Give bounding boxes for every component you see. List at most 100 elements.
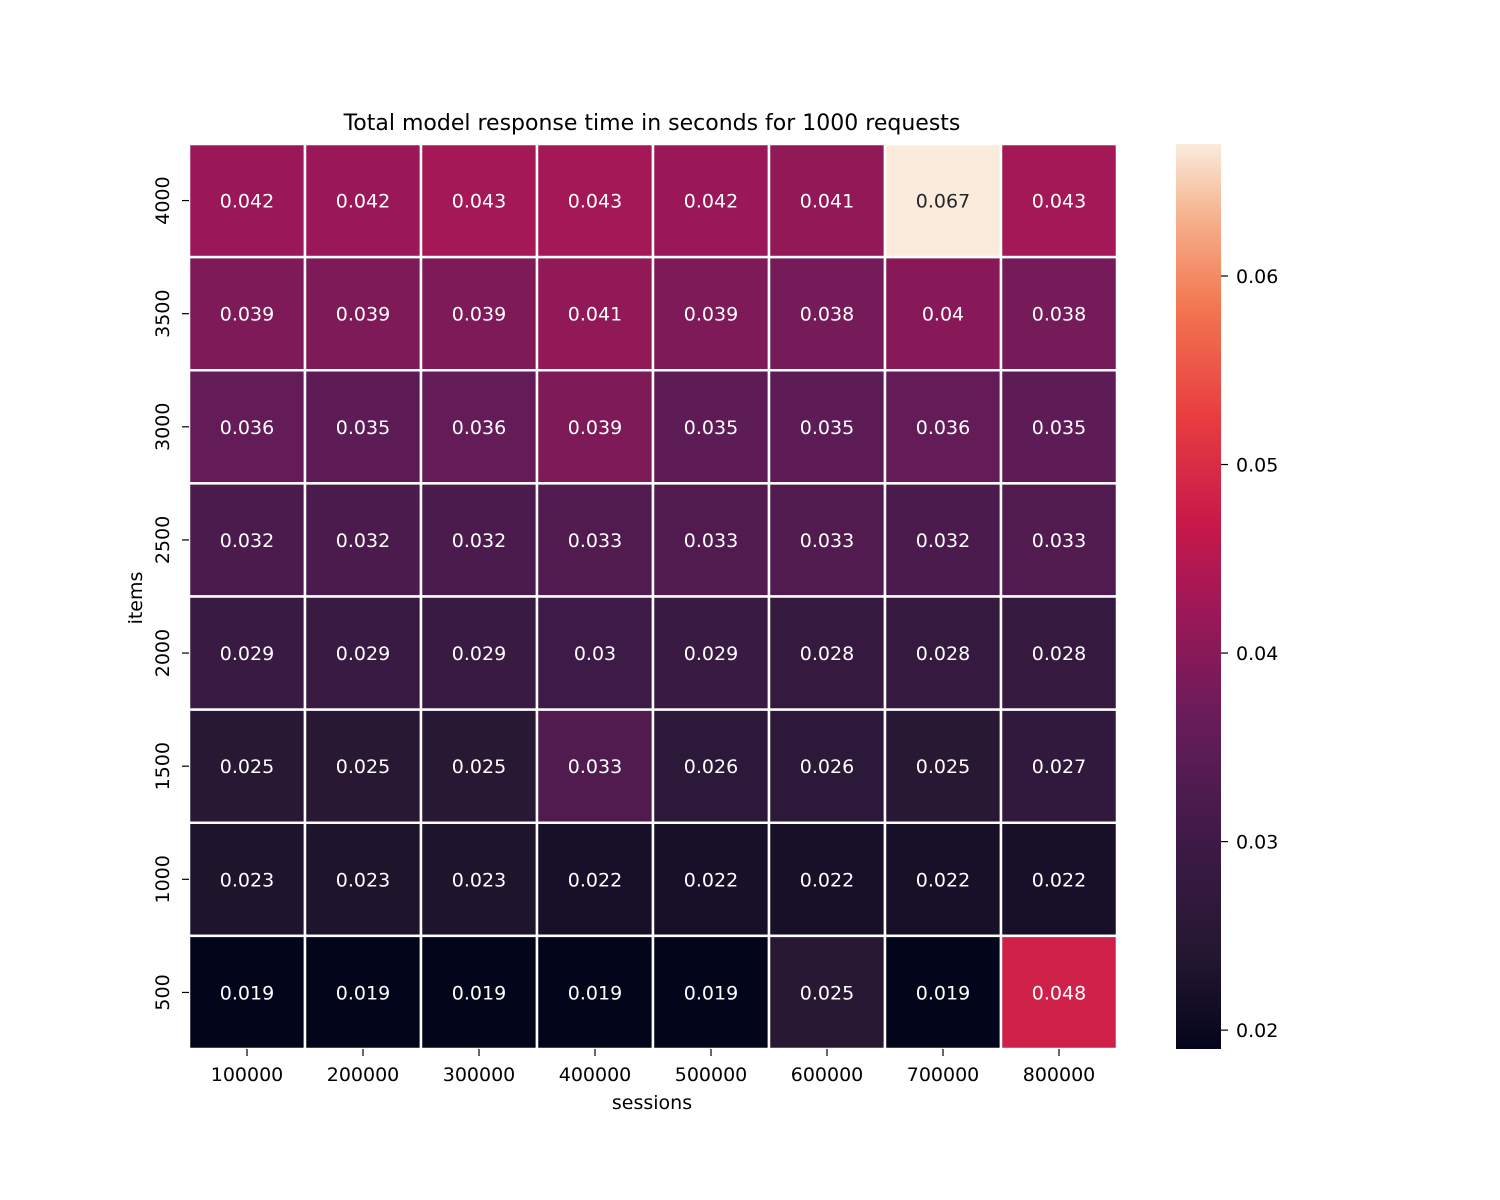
heatmap-cell: [767, 708, 887, 824]
heatmap-cell: [767, 369, 887, 485]
cell-value-label: 0.039: [452, 304, 506, 326]
cell-value-label: 0.036: [452, 417, 506, 439]
cell-value-label: 0.036: [916, 417, 970, 439]
heatmap-cell: [999, 142, 1119, 259]
heatmap-cell: [419, 369, 539, 485]
cell-value-label: 0.04: [922, 304, 964, 326]
cell-value-label: 0.026: [684, 756, 738, 778]
cell-value-label: 0.032: [452, 530, 506, 552]
cell-value-label: 0.028: [800, 643, 854, 665]
colorbar-tick-label: 0.06: [1236, 266, 1278, 288]
heatmap-cell: [883, 369, 1003, 485]
cell-value-label: 0.035: [684, 417, 738, 439]
colorbar-tick-label: 0.03: [1236, 832, 1278, 854]
cell-value-label: 0.027: [1032, 756, 1086, 778]
heatmap-cell: [535, 595, 655, 711]
x-tick-label: 700000: [907, 1064, 980, 1086]
heatmap-cell: [535, 369, 655, 485]
colorbar-tick-label: 0.04: [1236, 643, 1278, 665]
heatmap-cell: [535, 482, 655, 598]
cell-value-label: 0.022: [800, 869, 854, 891]
y-tick-label: 1000: [152, 855, 174, 903]
heatmap-cell: [883, 708, 1003, 824]
y-axis-ticks: 4000 3500 3000 2500 2000 1500 1000 500: [152, 176, 189, 1011]
cell-value-label: 0.033: [684, 530, 738, 552]
cell-value-label: 0.029: [452, 643, 506, 665]
cell-value-label: 0.041: [800, 191, 854, 213]
x-tick-label: 400000: [559, 1064, 632, 1086]
heatmap-cell: [767, 142, 887, 259]
heatmap-cell: [999, 595, 1119, 711]
heatmap-cell: [535, 255, 655, 372]
cell-value-label: 0.026: [800, 756, 854, 778]
heatmap-cell: [651, 821, 771, 938]
heatmap-cell: [303, 142, 423, 259]
heatmap-cell: [187, 821, 307, 938]
heatmap-cell: [651, 369, 771, 485]
cell-value-label: 0.032: [220, 530, 274, 552]
cell-value-label: 0.035: [1032, 417, 1086, 439]
chart-title: Total model response time in seconds for…: [343, 111, 961, 136]
cell-value-label: 0.033: [800, 530, 854, 552]
heatmap-cell: [187, 142, 307, 259]
cell-value-label: 0.038: [800, 304, 854, 326]
cell-value-label: 0.035: [800, 417, 854, 439]
heatmap-cell: [419, 821, 539, 938]
x-tick-label: 800000: [1023, 1064, 1096, 1086]
heatmap-cell: [419, 708, 539, 824]
y-tick-label: 3500: [152, 290, 174, 338]
cell-value-label: 0.033: [568, 530, 622, 552]
heatmap-cell: [419, 482, 539, 598]
cell-value-label: 0.043: [452, 191, 506, 213]
x-tick-label: 500000: [675, 1064, 748, 1086]
cell-value-label: 0.019: [916, 982, 970, 1004]
cell-value-label: 0.041: [568, 304, 622, 326]
y-tick-label: 4000: [152, 176, 174, 224]
cell-value-label: 0.042: [684, 191, 738, 213]
heatmap-cell: [651, 482, 771, 598]
cell-value-label: 0.029: [336, 643, 390, 665]
cell-value-label: 0.025: [916, 756, 970, 778]
x-tick-label: 300000: [443, 1064, 516, 1086]
heatmap-cell: [999, 821, 1119, 938]
cell-value-label: 0.019: [568, 982, 622, 1004]
y-tick-label: 500: [152, 974, 174, 1010]
heatmap-cell: [303, 821, 423, 938]
cell-value-label: 0.022: [916, 869, 970, 891]
cell-value-label: 0.025: [336, 756, 390, 778]
cell-value-label: 0.019: [452, 982, 506, 1004]
cell-value-label: 0.019: [684, 982, 738, 1004]
heatmap-cells: 0.042 0.042 0.043 0.043 0.042 0.041 0.067 0.043…: [187, 142, 1119, 1051]
heatmap-cell: [419, 934, 539, 1051]
colorbar-tick-label: 0.02: [1236, 1020, 1278, 1042]
cell-value-label: 0.039: [684, 304, 738, 326]
x-tick-label: 600000: [791, 1064, 864, 1086]
heatmap-cell: [303, 708, 423, 824]
cell-value-label: 0.028: [916, 643, 970, 665]
heatmap-cell: [999, 934, 1119, 1051]
cell-value-label: 0.023: [220, 869, 274, 891]
cell-value-label: 0.035: [336, 417, 390, 439]
y-axis-label: items: [125, 572, 147, 625]
cell-value-label: 0.023: [336, 869, 390, 891]
cell-value-label: 0.029: [220, 643, 274, 665]
cell-value-label: 0.03: [574, 643, 616, 665]
heatmap-cell: [767, 821, 887, 938]
heatmap-cell: [999, 708, 1119, 824]
cell-value-label: 0.022: [568, 869, 622, 891]
cell-value-label: 0.029: [684, 643, 738, 665]
cell-value-label: 0.043: [568, 191, 622, 213]
cell-value-label: 0.039: [568, 417, 622, 439]
heatmap-cell: [303, 369, 423, 485]
cell-value-label: 0.022: [1032, 869, 1086, 891]
cell-value-label: 0.036: [220, 417, 274, 439]
heatmap-cell: [999, 369, 1119, 485]
cell-value-label: 0.048: [1032, 982, 1086, 1004]
cell-value-label: 0.025: [800, 982, 854, 1004]
cell-value-label: 0.042: [336, 191, 390, 213]
y-tick-label: 2000: [152, 629, 174, 677]
cell-value-label: 0.039: [220, 304, 274, 326]
y-tick-label: 3000: [152, 403, 174, 451]
cell-value-label: 0.022: [684, 869, 738, 891]
